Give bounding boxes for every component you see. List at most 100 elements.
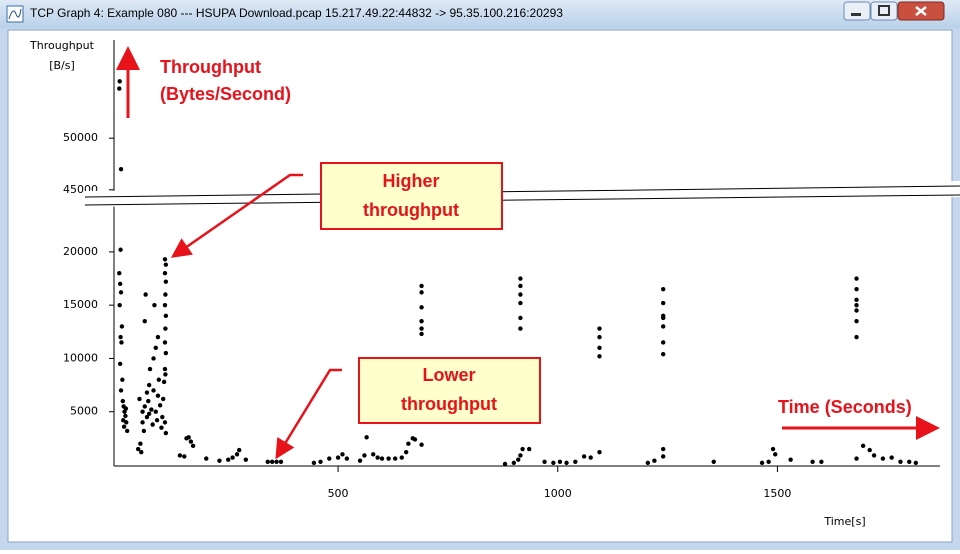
data-point	[163, 262, 169, 267]
data-point	[311, 460, 317, 466]
callout-box	[358, 357, 541, 424]
data-point	[597, 326, 602, 331]
data-point	[217, 458, 222, 463]
data-point	[661, 351, 666, 357]
data-point	[143, 292, 148, 297]
data-point	[117, 361, 123, 366]
data-point	[119, 324, 125, 329]
data-point	[518, 283, 523, 289]
data-point	[419, 331, 424, 337]
data-point	[392, 456, 398, 461]
data-point	[406, 441, 411, 446]
data-point	[162, 257, 168, 262]
data-point	[121, 418, 126, 423]
data-point	[340, 452, 345, 457]
title-bar	[0, 0, 960, 28]
data-point	[419, 326, 424, 331]
x-tick-label: 1000	[544, 487, 572, 500]
data-point	[327, 456, 332, 461]
data-point	[142, 404, 147, 409]
data-point	[913, 460, 919, 466]
data-point	[773, 452, 778, 457]
y-axis-label: Throughput	[29, 39, 95, 52]
close-icon	[915, 6, 927, 16]
data-point	[518, 292, 523, 297]
data-point	[182, 454, 187, 459]
data-point	[516, 457, 521, 462]
data-point	[119, 340, 124, 345]
data-point	[661, 300, 666, 306]
data-point	[597, 334, 602, 340]
data-point	[597, 450, 602, 455]
data-point	[121, 424, 127, 429]
data-point	[117, 302, 122, 308]
data-point	[854, 276, 859, 281]
data-point	[502, 461, 508, 467]
data-point	[118, 334, 123, 340]
data-point	[140, 420, 145, 425]
data-point	[661, 340, 666, 345]
y-tick-label: 50000	[63, 131, 98, 144]
data-point	[146, 398, 151, 404]
data-point	[243, 457, 249, 462]
data-point	[146, 382, 152, 388]
data-point	[152, 302, 157, 308]
data-point	[335, 455, 341, 460]
data-point	[318, 459, 323, 465]
data-point	[711, 459, 716, 465]
data-point	[581, 454, 587, 459]
data-point	[117, 270, 122, 276]
data-point	[880, 456, 886, 461]
maximize-button[interactable]	[870, 1, 898, 21]
app-icon	[6, 5, 24, 23]
y-tick-label: 20000	[63, 245, 98, 258]
data-point	[518, 453, 523, 458]
axis-break-line	[84, 194, 960, 206]
data-point	[518, 300, 523, 306]
x-tick-label: 500	[328, 487, 349, 500]
data-point	[162, 270, 168, 276]
data-point	[163, 313, 169, 319]
data-point	[139, 450, 144, 455]
data-point	[186, 435, 191, 440]
data-point	[119, 63, 124, 69]
data-point	[588, 455, 593, 460]
data-point	[234, 452, 240, 457]
data-point	[163, 350, 169, 356]
data-point	[144, 414, 150, 420]
data-point	[151, 356, 156, 361]
data-point	[557, 459, 563, 465]
data-point	[123, 413, 128, 419]
data-point	[419, 318, 424, 324]
data-point	[362, 453, 367, 458]
data-point	[898, 459, 903, 465]
data-point	[551, 460, 556, 466]
data-point	[265, 459, 270, 465]
data-point	[159, 425, 164, 430]
data-point	[907, 459, 912, 465]
data-point	[661, 315, 666, 321]
data-point	[867, 447, 872, 453]
data-point	[149, 407, 154, 412]
data-point	[854, 308, 859, 313]
data-point	[226, 457, 231, 462]
data-point	[854, 297, 859, 303]
data-point	[117, 86, 122, 91]
maximize-icon	[878, 5, 890, 16]
data-point	[274, 459, 279, 465]
data-point	[597, 345, 602, 350]
data-point	[137, 396, 142, 402]
data-point	[819, 459, 824, 465]
data-point	[810, 459, 815, 465]
y-tick-label: 5000	[70, 405, 98, 418]
app-icon-glyph	[8, 8, 22, 20]
data-point	[138, 441, 143, 446]
axis-break-band	[85, 181, 960, 207]
data-point	[871, 453, 877, 458]
data-point	[120, 398, 125, 404]
minimize-button[interactable]	[843, 1, 871, 21]
data-point	[144, 390, 150, 395]
data-point	[511, 460, 517, 466]
data-point	[860, 443, 866, 449]
